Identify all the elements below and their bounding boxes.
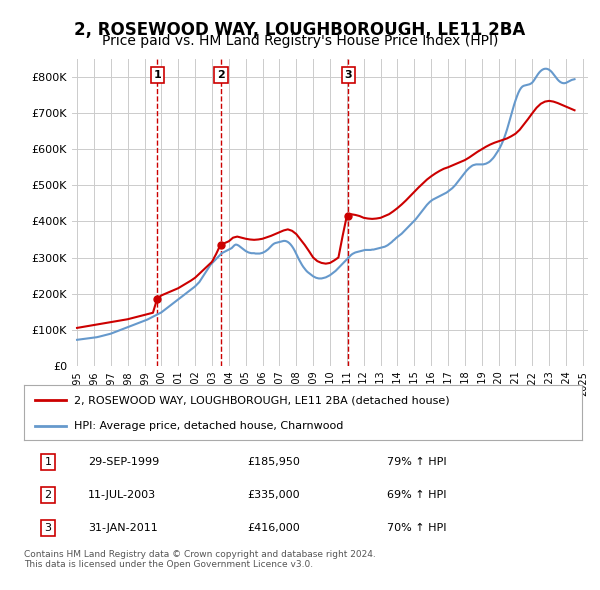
Text: £185,950: £185,950 bbox=[247, 457, 300, 467]
Text: 2: 2 bbox=[44, 490, 52, 500]
Text: 31-JAN-2011: 31-JAN-2011 bbox=[88, 523, 158, 533]
Text: 11-JUL-2003: 11-JUL-2003 bbox=[88, 490, 156, 500]
Text: Contains HM Land Registry data © Crown copyright and database right 2024.
This d: Contains HM Land Registry data © Crown c… bbox=[24, 550, 376, 569]
Text: 2, ROSEWOOD WAY, LOUGHBOROUGH, LE11 2BA: 2, ROSEWOOD WAY, LOUGHBOROUGH, LE11 2BA bbox=[74, 21, 526, 39]
Text: 3: 3 bbox=[44, 523, 52, 533]
Text: 2, ROSEWOOD WAY, LOUGHBOROUGH, LE11 2BA (detached house): 2, ROSEWOOD WAY, LOUGHBOROUGH, LE11 2BA … bbox=[74, 395, 450, 405]
Text: 69% ↑ HPI: 69% ↑ HPI bbox=[387, 490, 446, 500]
Text: HPI: Average price, detached house, Charnwood: HPI: Average price, detached house, Char… bbox=[74, 421, 344, 431]
Text: 79% ↑ HPI: 79% ↑ HPI bbox=[387, 457, 446, 467]
Text: 1: 1 bbox=[153, 70, 161, 80]
Text: 2: 2 bbox=[217, 70, 225, 80]
Text: 1: 1 bbox=[44, 457, 52, 467]
Text: Price paid vs. HM Land Registry's House Price Index (HPI): Price paid vs. HM Land Registry's House … bbox=[102, 34, 498, 48]
Text: 29-SEP-1999: 29-SEP-1999 bbox=[88, 457, 160, 467]
Text: £416,000: £416,000 bbox=[247, 523, 300, 533]
Text: £335,000: £335,000 bbox=[247, 490, 300, 500]
Text: 70% ↑ HPI: 70% ↑ HPI bbox=[387, 523, 446, 533]
Text: 3: 3 bbox=[344, 70, 352, 80]
